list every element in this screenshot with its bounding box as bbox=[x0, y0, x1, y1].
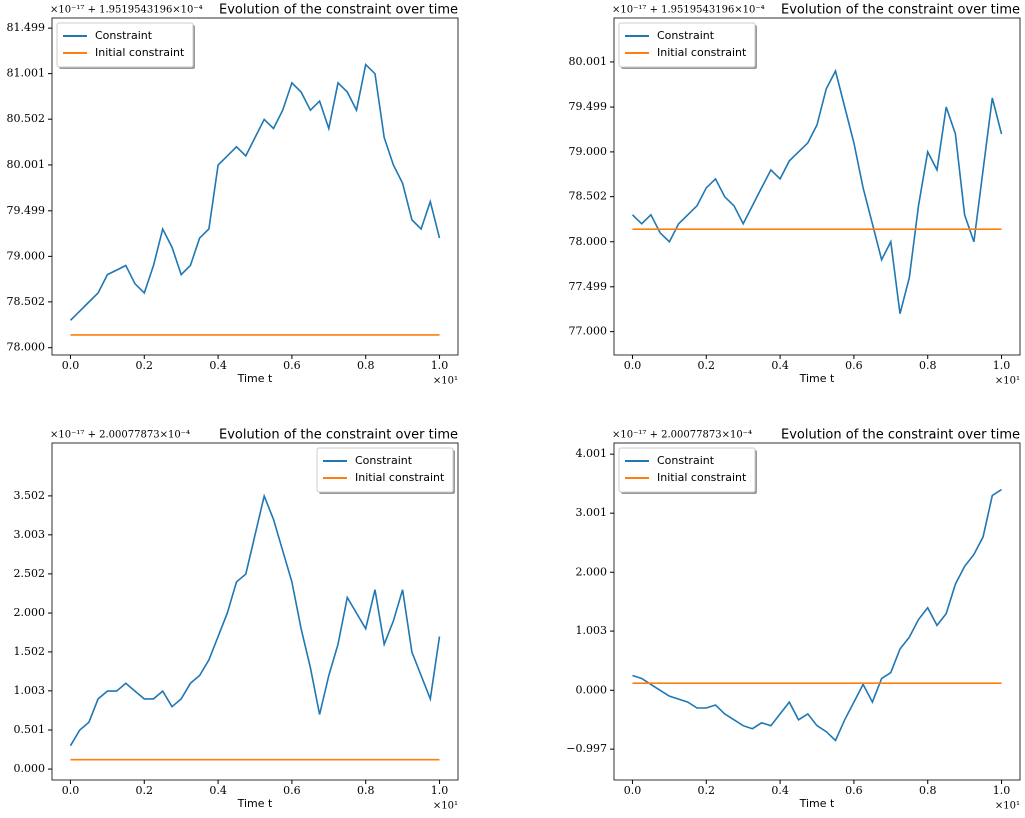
y-tick-label: 3.003 bbox=[14, 528, 46, 541]
x-tick-label: 0.0 bbox=[62, 784, 80, 797]
x-tick-label: 0.2 bbox=[698, 784, 716, 797]
y-tick-label: 0.501 bbox=[14, 723, 46, 736]
y-tick-label: 81.001 bbox=[7, 67, 46, 80]
legend-label: Initial constraint bbox=[95, 46, 185, 59]
y-tick-label: 4.001 bbox=[576, 447, 608, 460]
data-line bbox=[69, 62, 441, 321]
plot-frame bbox=[51, 442, 459, 781]
subplot: 0.0 0.2 0.4 0.6 0.8 1.0 0.000 0.501 1.003 1.502 2.… bbox=[14, 428, 459, 812]
x-tick-label: 0.8 bbox=[357, 359, 375, 372]
x-tick-label: 0.0 bbox=[624, 784, 642, 797]
x-offset: ×10¹ bbox=[433, 376, 458, 387]
y-tick-label: 80.502 bbox=[7, 112, 46, 125]
x-tick-label: 0.6 bbox=[283, 784, 301, 797]
legend-box bbox=[618, 447, 756, 493]
legend: Constraint Initial constraint bbox=[618, 447, 757, 494]
y-tick-label: 79.499 bbox=[569, 100, 608, 113]
y-tick-label: 0.000 bbox=[576, 683, 608, 696]
subplot: 0.0 0.2 0.4 0.6 0.8 1.0 78.000 78.502 79.000 79.4… bbox=[7, 3, 459, 387]
legend-label: Initial constraint bbox=[657, 471, 747, 484]
plot-frame bbox=[613, 442, 1021, 781]
legend-label: Initial constraint bbox=[355, 471, 445, 484]
x-tick-label: 0.6 bbox=[845, 359, 863, 372]
y-offset: ×10⁻¹⁷ + 1.9519543196×10⁻⁴ bbox=[612, 5, 765, 16]
y-tick-label: −0.997 bbox=[566, 742, 607, 755]
y-tick-label: 2.000 bbox=[576, 565, 608, 578]
y-tick-label: 3.502 bbox=[14, 489, 46, 502]
x-tick-label: 0.0 bbox=[624, 359, 642, 372]
x-tick-label: 0.6 bbox=[283, 359, 301, 372]
x-axis-label: Time t bbox=[799, 797, 835, 810]
y-tick-label: 80.001 bbox=[569, 55, 608, 68]
subplot: 0.0 0.2 0.4 0.6 0.8 1.0 −0.997 0.000 1.003 2.000 3… bbox=[566, 428, 1021, 812]
y-tick-label: 2.000 bbox=[14, 606, 46, 619]
legend: Constraint Initial constraint bbox=[618, 22, 757, 69]
x-tick-label: 0.2 bbox=[136, 359, 154, 372]
y-tick-label: 0.000 bbox=[14, 762, 46, 775]
y-tick-label: 77.000 bbox=[569, 325, 608, 338]
title: Evolution of the constraint over time bbox=[781, 428, 1020, 443]
x-tick-label: 0.6 bbox=[845, 784, 863, 797]
y-tick-label: 79.000 bbox=[7, 249, 46, 262]
legend: Constraint Initial constraint bbox=[56, 22, 195, 69]
legend-label: Constraint bbox=[657, 29, 715, 42]
y-tick-label: 2.502 bbox=[14, 567, 46, 580]
y-tick-label: 81.499 bbox=[7, 21, 46, 34]
legend-label: Initial constraint bbox=[657, 46, 747, 59]
y-offset: ×10⁻¹⁷ + 1.9519543196×10⁻⁴ bbox=[50, 5, 203, 16]
title: Evolution of the constraint over time bbox=[219, 428, 458, 443]
x-tick-label: 1.0 bbox=[431, 359, 449, 372]
legend-box bbox=[56, 22, 194, 68]
data-line bbox=[69, 493, 441, 747]
y-offset: ×10⁻¹⁷ + 2.00077873×10⁻⁴ bbox=[50, 430, 190, 441]
data-line bbox=[631, 68, 1003, 314]
x-tick-label: 0.0 bbox=[62, 359, 80, 372]
y-tick-label: 1.003 bbox=[576, 624, 608, 637]
x-offset: ×10¹ bbox=[433, 801, 458, 812]
x-tick-label: 0.2 bbox=[136, 784, 154, 797]
title: Evolution of the constraint over time bbox=[781, 3, 1020, 18]
y-tick-label: 79.499 bbox=[7, 204, 46, 217]
plot-frame bbox=[613, 17, 1021, 356]
y-tick-label: 1.502 bbox=[14, 645, 46, 658]
legend-label: Constraint bbox=[355, 454, 413, 467]
x-tick-label: 0.8 bbox=[357, 784, 375, 797]
y-tick-label: 80.001 bbox=[7, 158, 46, 171]
x-offset: ×10¹ bbox=[995, 801, 1020, 812]
y-tick-label: 3.001 bbox=[576, 506, 608, 519]
x-tick-label: 0.4 bbox=[209, 359, 227, 372]
x-axis-label: Time t bbox=[237, 797, 273, 810]
y-tick-label: 77.499 bbox=[569, 280, 608, 293]
plot-frame bbox=[51, 17, 459, 356]
y-tick-label: 79.000 bbox=[569, 145, 608, 158]
x-tick-label: 0.4 bbox=[771, 359, 789, 372]
y-tick-label: 78.000 bbox=[7, 341, 46, 354]
data-line bbox=[632, 488, 1002, 742]
x-offset: ×10¹ bbox=[995, 376, 1020, 387]
legend-label: Constraint bbox=[657, 454, 715, 467]
x-tick-label: 0.8 bbox=[919, 359, 937, 372]
legend: Constraint Initial constraint bbox=[316, 447, 455, 494]
x-tick-label: 0.2 bbox=[698, 359, 716, 372]
x-tick-label: 0.4 bbox=[771, 784, 789, 797]
x-tick-label: 0.4 bbox=[209, 784, 227, 797]
x-tick-label: 1.0 bbox=[993, 784, 1011, 797]
x-axis-label: Time t bbox=[237, 372, 273, 385]
x-tick-label: 0.8 bbox=[919, 784, 937, 797]
x-tick-label: 1.0 bbox=[431, 784, 449, 797]
x-tick-label: 1.0 bbox=[993, 359, 1011, 372]
title: Evolution of the constraint over time bbox=[219, 3, 458, 18]
y-tick-label: 78.000 bbox=[569, 235, 608, 248]
legend-box bbox=[618, 22, 756, 68]
y-tick-label: 78.502 bbox=[569, 190, 608, 203]
subplot: 0.0 0.2 0.4 0.6 0.8 1.0 77.000 77.499 78.000 78.5… bbox=[569, 3, 1021, 387]
x-axis-label: Time t bbox=[799, 372, 835, 385]
y-offset: ×10⁻¹⁷ + 2.00077873×10⁻⁴ bbox=[612, 430, 752, 441]
y-tick-label: 1.003 bbox=[14, 684, 46, 697]
legend-box bbox=[316, 447, 454, 493]
y-tick-label: 78.502 bbox=[7, 295, 46, 308]
legend-label: Constraint bbox=[95, 29, 153, 42]
